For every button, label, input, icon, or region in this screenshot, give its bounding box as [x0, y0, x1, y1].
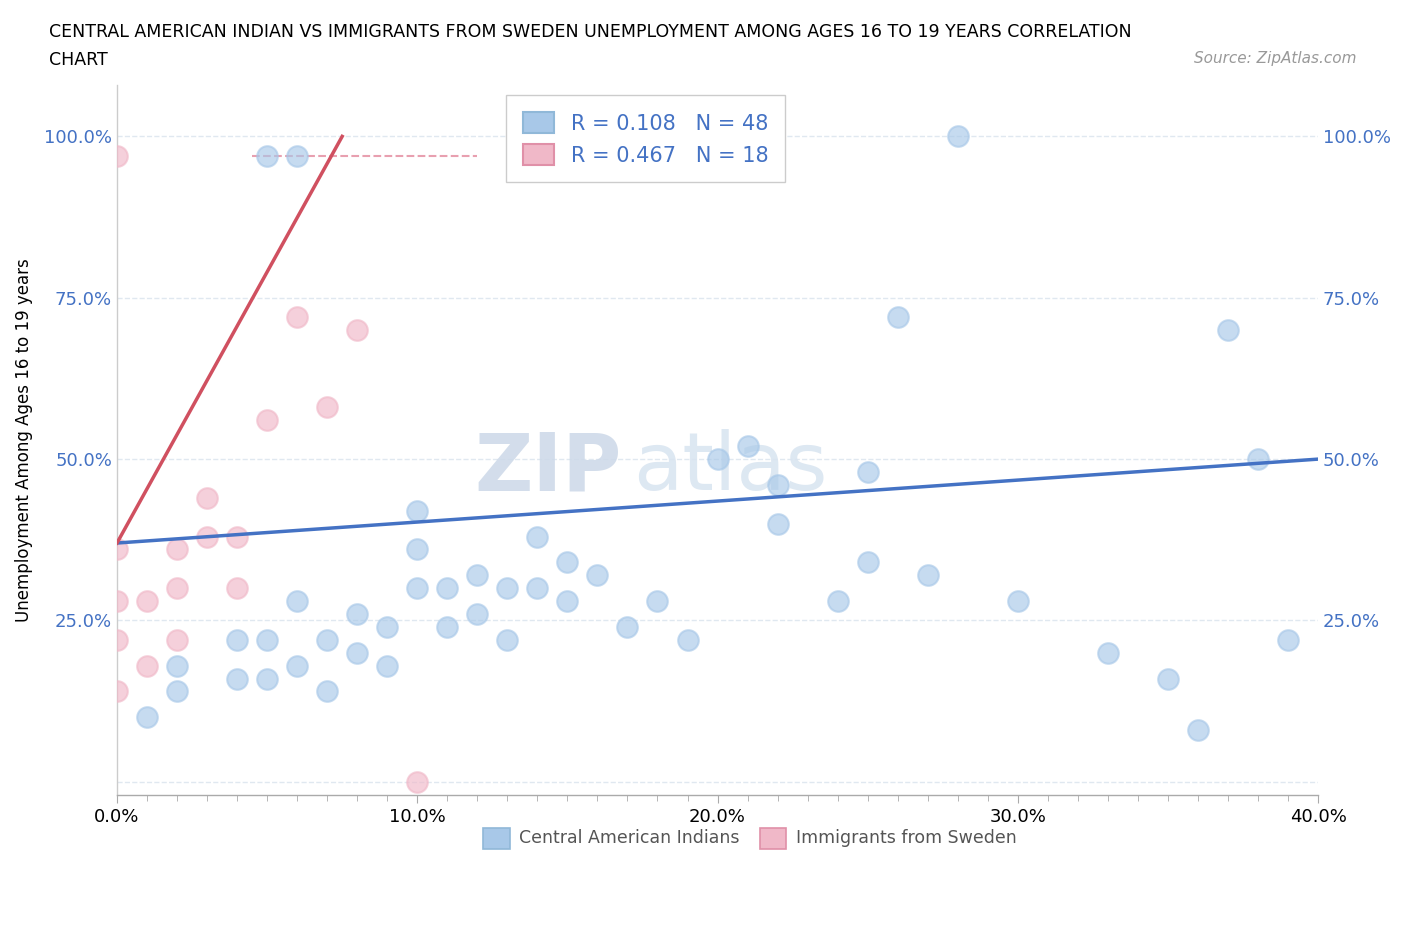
Text: Immigrants from Sweden: Immigrants from Sweden [796, 829, 1017, 847]
Point [465, 606, 488, 621]
Point [285, 310, 308, 325]
Point [136, 593, 159, 608]
Point [1157, 671, 1180, 686]
Point [557, 555, 579, 570]
Point [465, 568, 488, 583]
Point [406, 775, 429, 790]
Point [256, 413, 278, 428]
Point [105, 632, 128, 647]
Point [316, 400, 339, 415]
Point [285, 593, 308, 608]
Point [166, 684, 188, 699]
Point [406, 580, 429, 595]
Point [166, 632, 188, 647]
Point [436, 619, 458, 634]
Point [105, 593, 128, 608]
Point [256, 632, 278, 647]
Point [1277, 632, 1299, 647]
Point [1247, 452, 1270, 467]
Text: Central American Indians: Central American Indians [519, 829, 740, 847]
Point [946, 129, 969, 144]
Point [346, 606, 368, 621]
Point [856, 465, 879, 480]
Point [166, 542, 188, 557]
Text: atlas: atlas [634, 429, 828, 507]
Point [1007, 593, 1029, 608]
Point [105, 148, 128, 163]
Point [105, 542, 128, 557]
Point [406, 542, 429, 557]
Text: CENTRAL AMERICAN INDIAN VS IMMIGRANTS FROM SWEDEN UNEMPLOYMENT AMONG AGES 16 TO : CENTRAL AMERICAN INDIAN VS IMMIGRANTS FR… [49, 23, 1132, 41]
Point [226, 671, 249, 686]
Point [285, 658, 308, 673]
Point [375, 658, 398, 673]
Point [256, 148, 278, 163]
Point [316, 684, 339, 699]
Point [706, 452, 728, 467]
Point [616, 619, 638, 634]
Point [226, 529, 249, 544]
Point [226, 632, 249, 647]
Point [856, 555, 879, 570]
Point [586, 568, 609, 583]
Point [737, 439, 759, 454]
Point [316, 632, 339, 647]
Point [526, 580, 548, 595]
Point [136, 710, 159, 724]
Point [375, 619, 398, 634]
Text: Source: ZipAtlas.com: Source: ZipAtlas.com [1194, 51, 1357, 66]
Point [256, 671, 278, 686]
Point [766, 516, 789, 531]
Point [526, 529, 548, 544]
Point [166, 580, 188, 595]
Point [346, 323, 368, 338]
FancyBboxPatch shape [484, 828, 510, 849]
Point [766, 477, 789, 492]
FancyBboxPatch shape [759, 828, 786, 849]
Point [1187, 723, 1209, 737]
Point [285, 148, 308, 163]
Point [406, 503, 429, 518]
Point [1216, 323, 1239, 338]
Point [195, 490, 218, 505]
Point [105, 684, 128, 699]
Point [195, 529, 218, 544]
Point [226, 580, 249, 595]
Legend: R = 0.108   N = 48, R = 0.467   N = 18: R = 0.108 N = 48, R = 0.467 N = 18 [506, 95, 785, 182]
Point [166, 658, 188, 673]
Point [827, 593, 849, 608]
Y-axis label: Unemployment Among Ages 16 to 19 years: Unemployment Among Ages 16 to 19 years [15, 258, 32, 621]
Point [557, 593, 579, 608]
Point [886, 310, 908, 325]
Point [676, 632, 699, 647]
Point [496, 632, 519, 647]
Point [917, 568, 939, 583]
Text: ZIP: ZIP [474, 429, 621, 507]
Point [136, 658, 159, 673]
Point [346, 645, 368, 660]
Point [436, 580, 458, 595]
Point [1097, 645, 1119, 660]
Point [647, 593, 669, 608]
Text: CHART: CHART [49, 51, 108, 69]
Point [496, 580, 519, 595]
